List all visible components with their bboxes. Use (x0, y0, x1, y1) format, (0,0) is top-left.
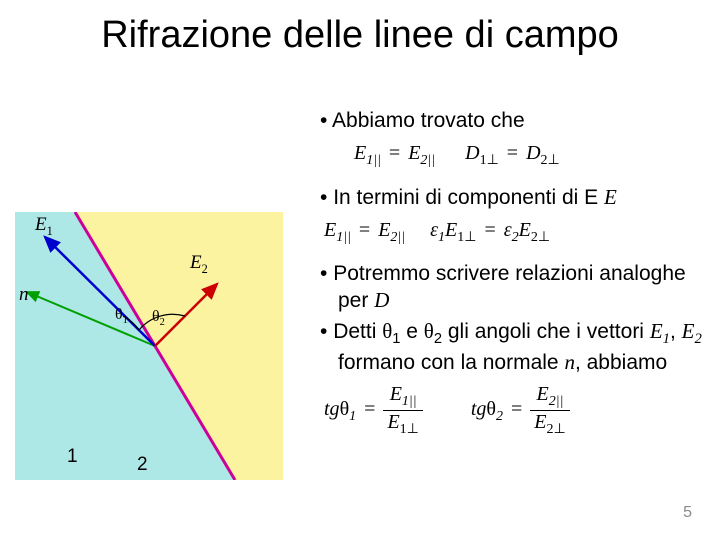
label-mat2: 2 (137, 454, 148, 476)
equation-row-3: tgθ1 = E1|| E1⊥ tgθ2 = E2|| E2⊥ (324, 384, 708, 437)
bullet-2: In termini di componenti di E E (320, 184, 708, 211)
bullet-3: Potremmo scrivere relazioni analoghe per… (320, 261, 708, 315)
label-e2: E2 (190, 252, 208, 277)
equation-row-1: E1|| = E2|| D1⊥ = D2⊥ (354, 140, 708, 170)
bullet-1: Abbiamo trovato che (320, 108, 708, 134)
body-column: Abbiamo trovato che E1|| = E2|| D1⊥ = D2… (320, 108, 708, 437)
label-theta1: θ1 (115, 306, 128, 326)
page-number: 5 (683, 504, 692, 522)
label-e1: E1 (35, 214, 53, 239)
label-mat1: 1 (67, 446, 78, 468)
diagram-svg (15, 212, 283, 480)
label-theta2: θ2 (152, 308, 165, 328)
label-n: n (19, 284, 29, 306)
refraction-diagram: E1 E2 n θ1 θ2 1 2 (15, 212, 283, 480)
bullet-4: Detti θ1 e θ2 gli angoli che i vettori E… (320, 318, 708, 376)
slide-title: Rifrazione delle linee di campo (0, 14, 720, 57)
equation-row-2: E1|| = E2|| ε1E1⊥ = ε2E2⊥ (324, 217, 708, 247)
